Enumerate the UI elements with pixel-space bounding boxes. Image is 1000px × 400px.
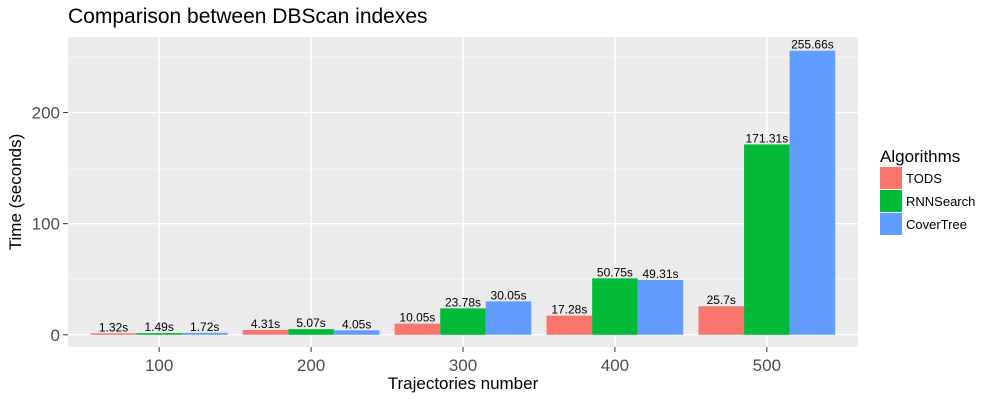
bar-label-rnnsearch-500: 171.31s (745, 131, 788, 145)
y-axis: 0 100 200 (32, 104, 68, 345)
bar-tods-500 (698, 306, 745, 335)
bar-label-tods-100: 1.32s (99, 320, 128, 334)
bar-covertree-400 (637, 279, 684, 335)
x-tick-label: 400 (601, 356, 629, 375)
bar-tods-200 (242, 329, 289, 335)
bar-tods-400 (546, 315, 593, 335)
bar-rnnsearch-200 (288, 329, 334, 335)
bar-tods-100 (90, 333, 137, 335)
y-axis-title: Time (seconds) (6, 134, 25, 251)
legend-key-rnnsearch (880, 190, 902, 212)
legend-label-tods: TODS (906, 171, 942, 186)
legend-label-rnnsearch: RNNSearch (906, 194, 975, 209)
bar-rnnsearch-500 (744, 144, 790, 335)
x-axis: 100 200 300 400 500 (145, 347, 781, 375)
bar-covertree-500 (789, 50, 836, 335)
bar-label-rnnsearch-200: 5.07s (296, 316, 325, 330)
legend-key-covertree (880, 213, 902, 235)
legend-title: Algorithms (880, 147, 960, 166)
bar-labels: 1.32s 4.31s 10.05s 17.28s 25.7s 1.49s 5.07s 23.… (99, 38, 834, 335)
legend-key-tods (880, 167, 902, 189)
bar-label-covertree-300: 30.05s (491, 288, 527, 302)
x-tick-label: 500 (753, 356, 781, 375)
bar-label-covertree-200: 4.05s (342, 317, 371, 331)
y-tick-label: 200 (32, 104, 60, 123)
legend-label-covertree: CoverTree (906, 217, 967, 232)
bar-label-tods-200: 4.31s (251, 317, 280, 331)
bar-label-tods-500: 25.7s (707, 293, 736, 307)
y-tick-label: 0 (51, 326, 60, 345)
bar-covertree-200 (333, 330, 380, 335)
bar-rnnsearch-400 (592, 278, 638, 335)
bar-label-covertree-400: 49.31s (642, 267, 678, 281)
bar-label-rnnsearch-100: 1.49s (144, 320, 173, 334)
bar-label-covertree-100: 1.72s (190, 320, 219, 334)
bar-rnnsearch-300 (440, 308, 486, 335)
x-axis-title: Trajectories number (388, 374, 539, 393)
x-tick-label: 100 (145, 356, 173, 375)
bars (90, 50, 836, 335)
x-tick-label: 300 (449, 356, 477, 375)
bar-label-rnnsearch-300: 23.78s (445, 295, 481, 309)
x-tick-label: 200 (297, 356, 325, 375)
legend: Algorithms TODS RNNSearch CoverTree (880, 147, 975, 235)
bar-tods-300 (394, 323, 441, 335)
bar-label-tods-400: 17.28s (551, 303, 587, 317)
bar-rnnsearch-100 (136, 333, 182, 335)
bar-label-rnnsearch-400: 50.75s (597, 265, 633, 279)
chart-title: Comparison between DBScan indexes (68, 5, 428, 28)
y-tick-label: 100 (32, 215, 60, 234)
bar-label-tods-300: 10.05s (399, 311, 435, 325)
bar-label-covertree-500: 255.66s (791, 38, 834, 52)
bar-covertree-300 (485, 301, 532, 335)
bar-covertree-100 (181, 332, 228, 335)
